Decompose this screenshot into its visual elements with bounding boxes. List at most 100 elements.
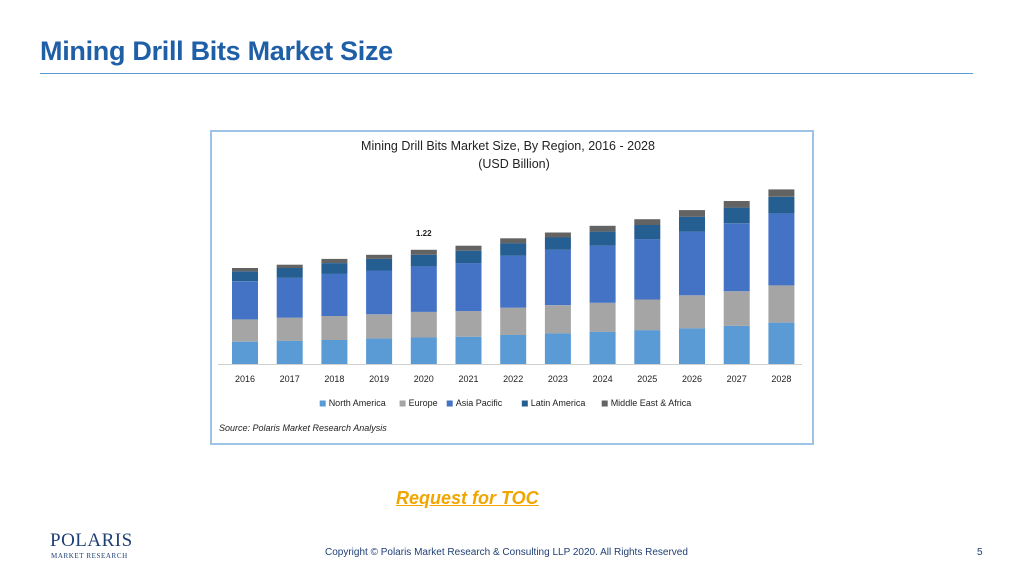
legend-label-europe: Europe bbox=[409, 398, 438, 408]
bar-segment-2026-north-america bbox=[679, 328, 705, 364]
bar-segment-2028-asia-pacific bbox=[768, 213, 795, 286]
x-tick-2016: 2016 bbox=[235, 374, 255, 384]
bar-segment-2018-asia-pacific bbox=[321, 273, 348, 316]
x-tick-labels: 2016 2017 2018 2019 2020 2021 2022 2023 2024 2025… bbox=[235, 374, 791, 384]
bar-segment-2016-europe bbox=[232, 319, 258, 342]
x-tick-2022: 2022 bbox=[503, 374, 523, 384]
bar-segment-2020-north-america bbox=[410, 337, 437, 364]
bar-segment-2028-north-america bbox=[768, 322, 795, 364]
bar-segment-2022-asia-pacific bbox=[500, 255, 527, 308]
legend-swatch-europe bbox=[399, 400, 406, 407]
legend-swatch-north-america bbox=[319, 400, 326, 407]
chart-frame: Mining Drill Bits Market Size, By Region… bbox=[210, 130, 814, 445]
bar-segment-2028-middle-east-africa bbox=[768, 189, 795, 197]
chart-subtitle: (USD Billion) bbox=[478, 157, 550, 171]
bar-segment-2028-latin-america bbox=[768, 196, 795, 214]
bar-segment-2016-north-america bbox=[232, 341, 258, 364]
x-tick-2019: 2019 bbox=[369, 374, 389, 384]
title-divider bbox=[40, 73, 973, 74]
bar-segment-2022-latin-america bbox=[500, 243, 527, 256]
stacked-bar-chart: Mining Drill Bits Market Size, By Region… bbox=[218, 139, 802, 433]
x-tick-2018: 2018 bbox=[324, 374, 344, 384]
chart-title: Mining Drill Bits Market Size, By Region… bbox=[361, 139, 655, 153]
bar-segment-2017-asia-pacific bbox=[276, 278, 303, 318]
bar-segment-2017-north-america bbox=[276, 340, 303, 364]
bar-segment-2018-latin-america bbox=[321, 263, 348, 274]
legend-label-north-america: North America bbox=[329, 398, 386, 408]
page-number: 5 bbox=[977, 547, 983, 558]
x-tick-2021: 2021 bbox=[458, 374, 478, 384]
bar-segment-2025-north-america bbox=[634, 330, 661, 364]
x-tick-2028: 2028 bbox=[771, 374, 791, 384]
bar-segment-2016-middle-east-africa bbox=[232, 268, 258, 272]
x-tick-2025: 2025 bbox=[637, 374, 657, 384]
bar-segment-2024-asia-pacific bbox=[589, 245, 616, 303]
bar-segment-2024-europe bbox=[589, 302, 616, 332]
data-label-2020: 1.22 bbox=[416, 229, 432, 238]
bar-segment-2025-middle-east-africa bbox=[634, 219, 661, 225]
x-tick-2023: 2023 bbox=[548, 374, 568, 384]
bar-segment-2023-middle-east-africa bbox=[544, 232, 571, 238]
x-tick-2017: 2017 bbox=[280, 374, 300, 384]
bar-segment-2027-middle-east-africa bbox=[723, 201, 750, 208]
bar-segment-2027-europe bbox=[723, 291, 750, 326]
bar-segment-2022-europe bbox=[500, 307, 527, 335]
bar-segment-2024-latin-america bbox=[589, 231, 616, 246]
bar-segment-2023-latin-america bbox=[544, 237, 571, 250]
bar-segment-2019-europe bbox=[366, 314, 393, 339]
bar-segment-2025-asia-pacific bbox=[634, 239, 661, 300]
logo-main-text: POLARIS bbox=[50, 530, 133, 551]
x-tick-2024: 2024 bbox=[593, 374, 613, 384]
bar-segment-2028-europe bbox=[768, 285, 795, 323]
bar-segment-2022-middle-east-africa bbox=[500, 238, 527, 244]
bar-segment-2021-asia-pacific bbox=[455, 263, 482, 312]
bar-segment-2023-asia-pacific bbox=[544, 249, 571, 306]
bar-segment-2021-middle-east-africa bbox=[455, 245, 482, 251]
bar-segment-2020-asia-pacific bbox=[410, 266, 437, 312]
bar-segment-2018-north-america bbox=[321, 340, 348, 364]
bar-segment-2025-latin-america bbox=[634, 225, 661, 240]
bar-segment-2025-europe bbox=[634, 299, 661, 331]
x-tick-2026: 2026 bbox=[682, 374, 702, 384]
bar-segment-2019-middle-east-africa bbox=[366, 254, 393, 259]
legend-swatch-middle-east-africa bbox=[601, 400, 608, 407]
bars-group: 1.22 bbox=[232, 189, 795, 364]
bar-segment-2017-europe bbox=[276, 317, 303, 341]
logo-sub-text: MARKET RESEARCH bbox=[51, 552, 128, 560]
bar-segment-2019-asia-pacific bbox=[366, 270, 393, 315]
bar-segment-2020-latin-america bbox=[410, 254, 437, 267]
bar-segment-2016-latin-america bbox=[232, 271, 258, 282]
request-toc-link[interactable]: Request for TOC bbox=[396, 488, 539, 508]
bar-segment-2018-middle-east-africa bbox=[321, 258, 348, 263]
bar-segment-2026-asia-pacific bbox=[679, 231, 705, 296]
legend-swatch-asia-pacific bbox=[446, 400, 453, 407]
copyright-text: Copyright © Polaris Market Research & Co… bbox=[325, 547, 688, 558]
bar-segment-2017-latin-america bbox=[276, 268, 303, 278]
legend: North America Europe Asia Pacific Latin Ame… bbox=[319, 398, 692, 408]
slide-title: Mining Drill Bits Market Size bbox=[40, 36, 393, 66]
bar-segment-2021-europe bbox=[455, 311, 482, 337]
bar-segment-2019-latin-america bbox=[366, 258, 393, 271]
legend-label-latin-america: Latin America bbox=[531, 398, 586, 408]
legend-swatch-latin-america bbox=[521, 400, 528, 407]
bar-segment-2022-north-america bbox=[500, 335, 527, 364]
x-tick-2020: 2020 bbox=[414, 374, 434, 384]
legend-label-middle-east-africa: Middle East & Africa bbox=[611, 398, 692, 408]
x-tick-2027: 2027 bbox=[727, 374, 747, 384]
polaris-logo: POLARIS MARKET RESEARCH bbox=[50, 530, 133, 562]
legend-label-asia-pacific: Asia Pacific bbox=[456, 398, 503, 408]
bar-segment-2020-europe bbox=[410, 311, 437, 338]
bar-segment-2017-middle-east-africa bbox=[276, 264, 303, 268]
bar-segment-2018-europe bbox=[321, 316, 348, 340]
bar-segment-2027-latin-america bbox=[723, 207, 750, 224]
chart-source: Source: Polaris Market Research Analysis bbox=[219, 423, 387, 433]
bar-segment-2026-europe bbox=[679, 295, 705, 329]
bar-segment-2016-asia-pacific bbox=[232, 281, 258, 320]
bar-segment-2026-middle-east-africa bbox=[679, 210, 705, 217]
bar-segment-2027-north-america bbox=[723, 325, 750, 364]
bar-segment-2024-middle-east-africa bbox=[589, 225, 616, 232]
bar-segment-2023-north-america bbox=[544, 333, 571, 364]
bar-segment-2027-asia-pacific bbox=[723, 223, 750, 292]
bar-segment-2020-middle-east-africa bbox=[410, 249, 437, 255]
bar-segment-2024-north-america bbox=[589, 331, 616, 364]
